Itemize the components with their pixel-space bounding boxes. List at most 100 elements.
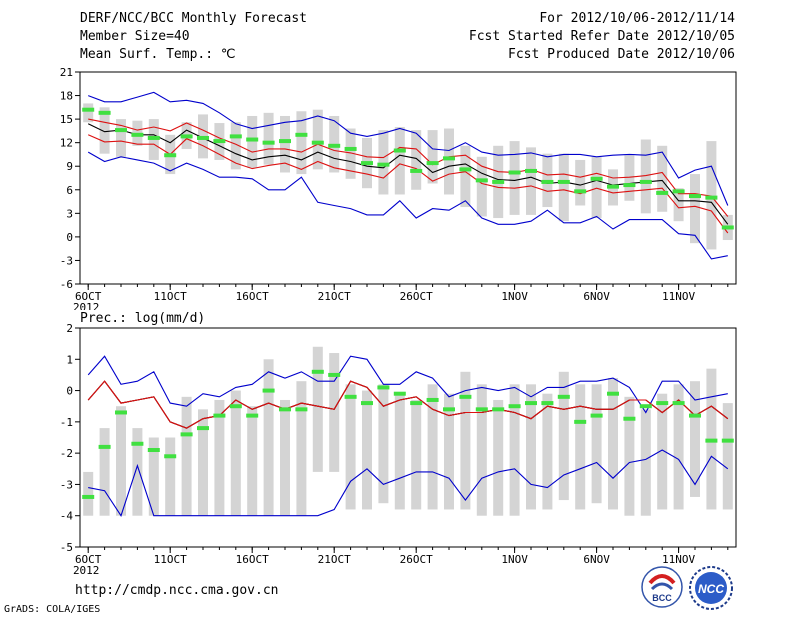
prec-mean-marker — [557, 394, 570, 399]
temp-y-tick-label: 12 — [60, 137, 73, 150]
bcc-logo: BCC — [641, 566, 683, 608]
prec-spread-box — [132, 428, 143, 516]
prec-spread-box — [640, 409, 651, 516]
prec-x-tick-label: 6NOV — [583, 553, 610, 566]
prec-spread-box — [476, 384, 487, 516]
precip-label: Prec.: log(mm/d) — [80, 311, 206, 326]
prec-spread-box — [673, 384, 684, 510]
temp-x-year-label: 2012 — [73, 301, 100, 310]
temp-spread-box — [673, 188, 684, 222]
prec-mean-marker — [164, 454, 177, 459]
prec-x-tick-label: 11NOV — [662, 553, 695, 566]
temp-y-tick-label: -6 — [60, 278, 73, 291]
prec-spread-box — [181, 396, 192, 516]
temp-spread-box — [575, 159, 586, 206]
temp-x-tick-label: 1NOV — [501, 290, 528, 303]
prec-spread-box — [99, 428, 110, 516]
prec-mean-marker — [131, 441, 144, 446]
ncc-logo-text: NCC — [698, 582, 724, 596]
temp-mean-marker — [541, 179, 554, 184]
prec-y-tick-label: -2 — [60, 447, 73, 460]
prec-mean-marker — [443, 407, 455, 412]
temp-y-tick-label: 18 — [60, 90, 73, 103]
temp-spread-box — [296, 111, 307, 175]
temp-x-tick-label: 6OCT — [75, 290, 102, 303]
prec-mean-marker — [213, 413, 226, 418]
website-url[interactable]: http://cmdp.ncc.cma.gov.cn — [75, 583, 279, 598]
temp-spread-box — [312, 109, 323, 170]
temp-mean-marker — [410, 168, 423, 173]
prec-mean-marker — [721, 438, 734, 443]
prec-spread-box — [624, 396, 635, 516]
temp-mean-marker — [82, 107, 95, 112]
prec-mean-marker — [147, 448, 160, 453]
prec-x-year-label: 2012 — [73, 564, 100, 577]
prec-mean-marker — [525, 401, 537, 406]
prec-x-tick-label: 26OCT — [400, 553, 433, 566]
prec-spread-box — [312, 346, 323, 472]
temp-x-tick-label: 21OCT — [318, 290, 351, 303]
prec-mean-marker — [541, 401, 554, 406]
prec-mean-marker — [492, 407, 505, 412]
temp-mean-marker — [311, 140, 324, 145]
temp-mean-marker — [607, 184, 619, 189]
temp-y-tick-label: 9 — [66, 160, 73, 173]
prec-spread-box — [329, 353, 340, 472]
prec-mean-marker — [295, 407, 308, 412]
temp-p75-line — [88, 118, 729, 217]
prec-spread-box — [280, 399, 290, 516]
temp-mean-marker — [574, 189, 587, 194]
temp-mean-marker — [279, 139, 291, 144]
temp-x-tick-label: 11OCT — [154, 290, 187, 303]
temp-spread-box — [657, 145, 668, 212]
temp-spread-box — [624, 155, 635, 201]
prec-mean-marker — [689, 413, 701, 418]
prec-mean-marker — [311, 369, 324, 374]
temp-min-line — [87, 151, 728, 260]
temp-mean-marker — [443, 156, 455, 161]
temp-x-tick-label: 6NOV — [583, 290, 610, 303]
prec-mean-marker — [607, 391, 619, 396]
prec-mean-marker — [410, 401, 423, 406]
prec-spread-box — [460, 371, 471, 510]
prec-mean-marker — [115, 410, 127, 415]
fcst-started-date: Fcst Started Refer Date 2012/10/05 — [468, 29, 735, 44]
temp-spread-box — [263, 112, 274, 165]
temp-mean-marker — [590, 176, 603, 181]
temp-spread-box — [558, 153, 569, 222]
prec-spread-box — [558, 371, 569, 501]
prec-mean-marker — [459, 394, 472, 399]
temp-mean-marker — [639, 179, 652, 184]
prec-x-tick-label: 16OCT — [236, 553, 269, 566]
temp-mean-marker — [115, 128, 127, 133]
temp-max-line — [88, 91, 729, 206]
prec-mean-marker — [672, 401, 685, 406]
prec-spread-box — [493, 399, 504, 516]
prec-mean-marker — [426, 397, 439, 402]
prec-mean-marker — [328, 372, 341, 377]
prec-spread-box — [214, 399, 225, 516]
prec-spread-box — [296, 381, 307, 516]
temp-x-tick-label: 16OCT — [236, 290, 269, 303]
temp-mean-marker — [295, 132, 308, 137]
prec-spread-box — [83, 471, 94, 516]
prec-mean-marker — [623, 416, 636, 421]
prec-spread-box — [591, 384, 602, 504]
temp-y-tick-label: 3 — [66, 207, 73, 220]
grads-credit: GrADS: COLA/IGES — [4, 604, 101, 615]
prec-spread-box — [378, 384, 389, 504]
prec-min-line — [88, 449, 729, 517]
temp-p25-line — [87, 134, 729, 234]
prec-frame — [79, 327, 737, 548]
prec-mean-marker — [197, 426, 209, 431]
temp-spread-box — [444, 128, 454, 195]
temp-x-tick-label: 26OCT — [400, 290, 433, 303]
prec-mean-marker — [705, 438, 718, 443]
prec-mean-marker — [98, 444, 111, 449]
prec-spread-box — [509, 384, 520, 516]
temp-mean-marker — [131, 132, 144, 137]
prec-spread-box — [345, 384, 356, 510]
prec-x-tick-label: 21OCT — [318, 553, 351, 566]
temp-spread-box — [706, 141, 717, 250]
prec-mean-marker — [279, 407, 291, 412]
